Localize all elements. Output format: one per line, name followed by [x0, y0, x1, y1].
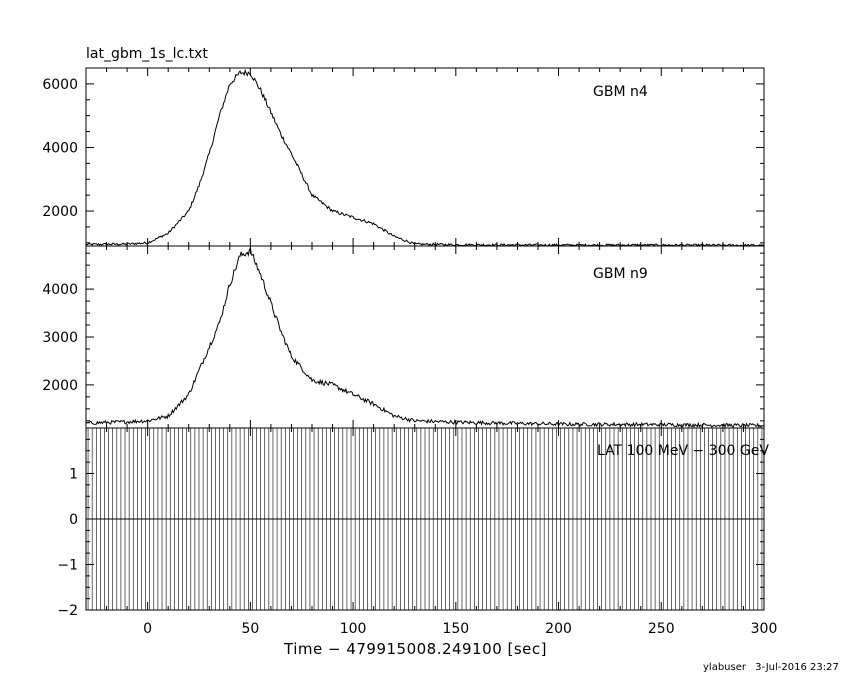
- y-tick-label: 6000: [42, 77, 78, 93]
- y-tick-label: 2000: [42, 378, 78, 394]
- y-tick-label: 3000: [42, 330, 78, 346]
- y-tick-label: 4000: [42, 140, 78, 156]
- footer-user: ylabuser: [703, 662, 746, 673]
- panel-3: −2 −1 0 1 LAT 100 MeV − 300 GeV: [57, 427, 769, 619]
- footer-timestamp: 3-Jul-2016 23:27: [755, 662, 839, 673]
- panel-1: 2000 4000 6000 GBM n4: [42, 67, 765, 247]
- x-tick-label: 100: [340, 621, 367, 637]
- x-axis-label: Time − 479915008.249100 [sec]: [284, 640, 547, 658]
- y-tick-label: −1: [57, 558, 78, 574]
- plot-title: lat_gbm_1s_lc.txt: [86, 46, 208, 62]
- y-tick-label: 1: [69, 467, 78, 483]
- x-tick-label: 250: [648, 621, 675, 637]
- panel-frame: [85, 67, 765, 247]
- x-tick-label: 150: [442, 621, 469, 637]
- x-tick-label: 200: [545, 621, 572, 637]
- series-line: [85, 246, 765, 429]
- y-tick-label: 4000: [42, 282, 78, 298]
- panel-label: GBM n9: [593, 266, 648, 282]
- x-tick-label: 50: [241, 621, 259, 637]
- panel-label: GBM n4: [593, 84, 648, 100]
- x-tick-label: 0: [143, 621, 152, 637]
- y-tick-label: 2000: [42, 204, 78, 220]
- footer: ylabuser 3-Jul-2016 23:27: [703, 662, 845, 673]
- x-tick-label: 300: [751, 621, 778, 637]
- panel-frame: [85, 245, 765, 429]
- series-line: [85, 68, 765, 247]
- y-tick-label: −2: [57, 603, 78, 619]
- panel-2: 2000 3000 4000 GBM n9: [42, 245, 765, 429]
- y-tick-label: 0: [69, 512, 78, 528]
- panel-label: LAT 100 MeV − 300 GeV: [597, 443, 769, 459]
